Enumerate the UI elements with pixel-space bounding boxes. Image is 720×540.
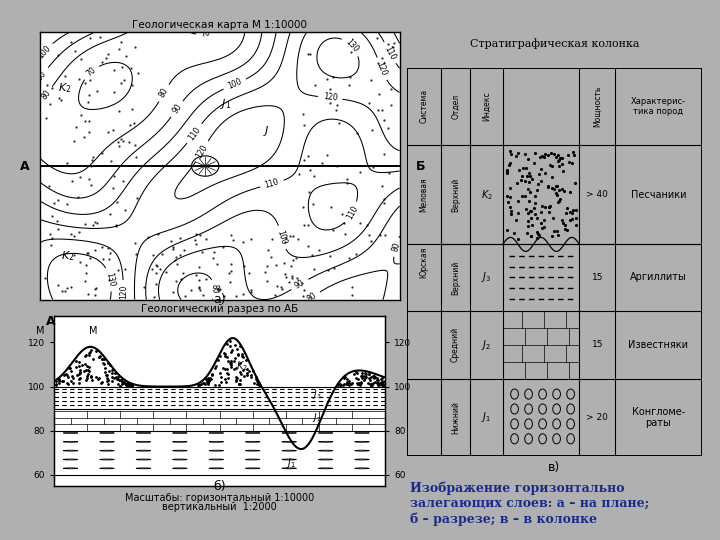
Text: А: А — [46, 315, 55, 328]
Text: > 20: > 20 — [586, 413, 608, 422]
Text: 80: 80 — [158, 86, 170, 99]
Text: Известняки: Известняки — [629, 340, 688, 349]
Text: 100: 100 — [226, 77, 243, 91]
Text: $J_2$: $J_2$ — [482, 338, 492, 352]
Text: $K_2$: $K_2$ — [236, 359, 248, 373]
Text: $J_1$: $J_1$ — [286, 456, 296, 470]
Text: Отдел: Отдел — [451, 94, 460, 119]
Text: 110: 110 — [186, 125, 202, 142]
Text: 80: 80 — [40, 88, 53, 101]
Text: а): а) — [213, 293, 226, 307]
Text: 80: 80 — [390, 241, 402, 253]
Text: Система: Система — [419, 89, 428, 124]
Text: 130: 130 — [104, 271, 116, 287]
Text: 90: 90 — [35, 69, 48, 82]
Text: М: М — [36, 326, 45, 335]
Text: 15: 15 — [591, 273, 603, 282]
Text: 120: 120 — [194, 143, 210, 160]
Text: б): б) — [213, 480, 226, 494]
Text: вертикальный  1:2000: вертикальный 1:2000 — [162, 502, 277, 512]
Text: Б: Б — [416, 159, 426, 173]
Text: > 40: > 40 — [586, 190, 608, 199]
Text: Изображение горизонтально
залегающих слоев: а – на плане;
б – разрезе; в – в кол: Изображение горизонтально залегающих сло… — [410, 482, 649, 526]
Text: Конгломе-
раты: Конгломе- раты — [632, 407, 685, 428]
Text: Средний: Средний — [451, 327, 460, 362]
Text: 15: 15 — [591, 340, 603, 349]
Text: 110: 110 — [382, 44, 397, 61]
Text: 90: 90 — [171, 103, 184, 116]
Text: $J_3$: $J_3$ — [312, 388, 322, 401]
Text: в): в) — [548, 461, 561, 474]
Text: $J_1$: $J_1$ — [482, 410, 492, 424]
Text: 80: 80 — [210, 284, 220, 294]
Text: 80: 80 — [305, 291, 318, 304]
Text: М: М — [89, 326, 97, 335]
Text: 100: 100 — [276, 230, 288, 246]
Text: $J_3$: $J_3$ — [482, 271, 492, 285]
Text: $J_1$: $J_1$ — [220, 97, 231, 111]
Text: А: А — [20, 159, 30, 173]
Text: Аргиллиты: Аргиллиты — [630, 273, 687, 282]
Title: Геологический разрез по АБ: Геологический разрез по АБ — [141, 303, 298, 314]
Text: Индекс: Индекс — [482, 92, 491, 121]
Text: Мощность: Мощность — [593, 86, 602, 127]
Text: Юрская: Юрская — [419, 246, 428, 278]
Text: 110: 110 — [345, 204, 359, 221]
Title: Геологическая карта М 1:10000: Геологическая карта М 1:10000 — [132, 20, 307, 30]
Text: 120: 120 — [119, 285, 128, 299]
Text: $K_2$: $K_2$ — [61, 249, 75, 264]
Text: 120: 120 — [375, 60, 389, 77]
Text: Песчаники: Песчаники — [631, 190, 686, 200]
Text: 90: 90 — [293, 278, 306, 291]
Text: Нижний: Нижний — [451, 401, 460, 434]
Text: Меловая: Меловая — [419, 178, 428, 212]
Text: Стратиграфическая колонка: Стратиграфическая колонка — [469, 38, 639, 49]
Text: Верхний: Верхний — [451, 260, 460, 295]
Text: Масштабы: горизонтальный 1:10000: Масштабы: горизонтальный 1:10000 — [125, 493, 314, 503]
Text: 110: 110 — [264, 178, 280, 190]
Text: 70: 70 — [200, 28, 212, 39]
Text: 70: 70 — [84, 65, 98, 79]
Text: $J$: $J$ — [263, 124, 269, 138]
Text: Характерис-
тика пород: Характерис- тика пород — [631, 97, 686, 116]
Text: $J_2$: $J_2$ — [312, 411, 322, 424]
Text: 100: 100 — [36, 44, 52, 60]
Text: $K_2$: $K_2$ — [480, 188, 492, 202]
Text: 120: 120 — [323, 92, 338, 103]
Text: 130: 130 — [343, 37, 360, 54]
Text: $K_2$: $K_2$ — [58, 81, 71, 95]
Text: Верхний: Верхний — [451, 178, 460, 212]
